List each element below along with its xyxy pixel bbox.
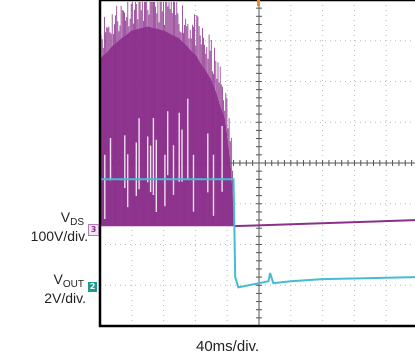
trigger-marker: [257, 0, 260, 6]
vout-line: [100, 178, 415, 289]
vout-label-sub: OUT: [62, 279, 84, 290]
plot-frame: [98, 0, 415, 328]
vds-label-sub: DS: [70, 217, 84, 228]
vds-trace: [99, 2, 415, 228]
time-scale-label: 40ms/div.: [196, 338, 260, 355]
vout-label: VOUT: [20, 271, 84, 293]
vout-label-main: V: [53, 271, 63, 287]
vds-label-main: V: [60, 209, 71, 225]
vds-label: VDS: [20, 209, 84, 231]
vout-channel-marker: 2: [88, 282, 97, 292]
vds-channel-marker: 3: [88, 224, 99, 236]
vds-burst-gaps: [104, 98, 223, 219]
vds-settled-line: [233, 219, 415, 228]
vds-scale: 100V/div.: [30, 228, 88, 244]
vout-trace: [100, 178, 415, 289]
vout-scale: 2V/div.: [44, 290, 86, 306]
